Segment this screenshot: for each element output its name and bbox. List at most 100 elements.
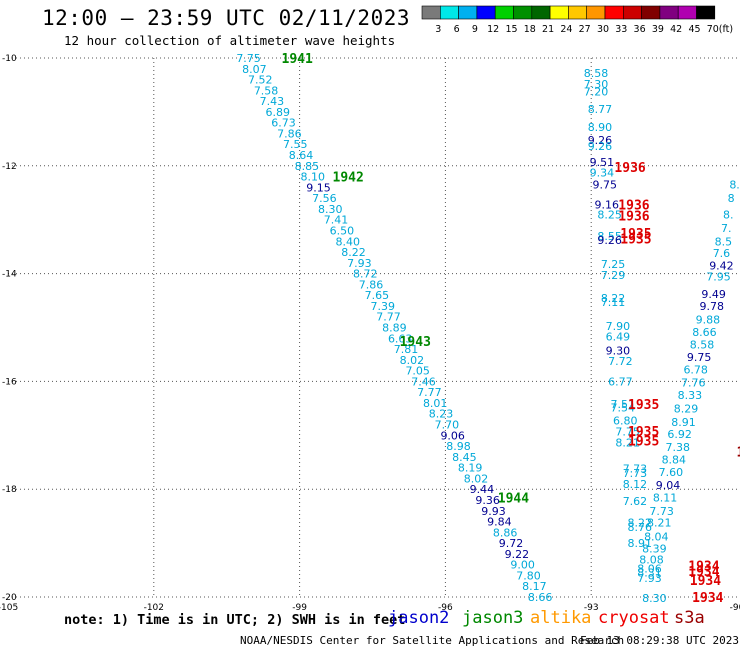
wave-height-label: 9.72 [499,537,524,550]
wave-height-label: 7.70 [435,419,460,432]
wave-height-label: 9.06 [440,429,465,442]
wave-height-label: 8.76 [628,521,653,534]
scale-label: 30 [597,24,609,35]
y-tick-label: -18 [2,485,17,495]
wave-height-label: 9.16 [595,199,620,212]
wave-height-label: 8.19 [458,462,483,475]
wave-height-label: 7.25 [601,258,626,271]
time-label: 1936 [614,161,645,176]
wave-height-label: 7.20 [584,85,609,98]
time-label: 1935 [620,233,651,248]
wave-height-label: 7.77 [376,311,401,324]
wave-height-label: 7.73 [623,467,648,480]
wave-height-label: 7.54 [611,401,636,414]
wave-height-label: 9.04 [656,479,681,492]
wave-height-label: 7.41 [324,214,349,227]
wave-height-label: 8.22 [628,517,653,530]
wave-height-label: 7.30 [584,78,609,91]
y-tick-label: -10 [2,54,17,64]
time-label: 1936 [618,199,649,214]
wave-height-label: 7.86 [359,278,384,291]
wave-height-label: 7. [721,222,732,235]
wave-height-label: 8.02 [400,354,425,367]
legend-cryosat: cryosat [598,608,670,628]
wave-height-label: 7.93 [637,572,662,585]
legend-s3a: s3a [674,608,705,628]
wave-height-label: 7.73 [649,505,674,518]
wave-height-label: 7.80 [516,569,541,582]
wave-height-label: 8.91 [671,416,696,429]
time-label: 1941 [282,52,313,67]
time-label: 1935 [628,435,659,450]
wave-height-label: 9.22 [505,548,530,561]
credit-line: NOAA/NESDIS Center for Satellite Applica… [240,634,625,647]
wave-height-label: 9.78 [699,300,724,313]
legend-jason2: jason2 [388,608,450,628]
scale-label: 27 [579,24,591,35]
wave-height-label: 8.04 [644,531,669,544]
wave-height-label: 7.93 [347,257,372,270]
wave-height-label: 9.30 [606,345,631,358]
wave-height-label: 7.76 [681,376,706,389]
wave-height-map: -10 -12 -14 -16 -18 -20-105 -102 -99 -96 -93 -90 7.… [0,52,740,610]
wave-height-label: 7.05 [405,365,430,378]
time-label: 1942 [333,171,364,186]
wave-height-label: 9.42 [709,260,734,273]
wave-height-label: 8.29 [674,402,699,415]
wave-height-label: 9.26 [597,234,622,247]
wave-height-label: 8.02 [464,472,489,485]
wave-height-label: 8.66 [528,591,553,604]
legend-jason3: jason3 [462,608,524,628]
time-label: 15 [736,445,740,460]
wave-height-label: 9.84 [487,516,512,529]
wave-height-label: 7.62 [623,495,648,508]
wave-height-label: 9.49 [701,288,726,301]
scale-label: 36 [634,24,646,35]
wave-height-label: 7.60 [659,466,684,479]
wave-height-label: 9.34 [590,166,615,179]
wave-height-label: 7.11 [601,296,626,309]
color-scale: 3 6 9 12 15 18 21 24 27 30 33 36 39 42 45 70 (ft) [421,5,733,35]
wave-height-label: 7.72 [608,355,633,368]
scale-label: 15 [505,24,517,35]
y-tick-label: -20 [2,593,17,603]
x-tick-label: -105 [0,603,18,610]
wave-height-label: 6.77 [608,375,633,388]
wave-height-label: 8.77 [588,103,613,116]
y-tick-label: -12 [2,162,17,172]
time-label: 1934 [688,560,719,575]
scale-label: 3 [435,24,441,35]
scale-label: 33 [615,24,627,35]
wave-height-label: 7.46 [411,375,436,388]
wave-height-label: 6.49 [606,331,631,344]
wave-height-label: 8.89 [382,322,407,335]
scale-unit: (ft) [719,24,733,35]
time-label: 1934 [690,574,721,589]
x-tick-label: -102 [144,603,164,610]
scale-label: 24 [560,24,572,35]
wave-height-label: 7.86 [277,127,302,140]
wave-height-label: 6.63 [388,332,413,345]
wave-height-label: 8.21 [615,436,640,449]
wave-height-label: 8.22 [601,292,626,305]
wave-height-label: 8.64 [289,149,314,162]
wave-height-label: 6.50 [330,224,355,237]
scale-label: 70 [707,24,719,35]
wave-height-label: 7.51 [611,398,636,411]
wave-height-label: 9.88 [696,313,721,326]
wave-height-label: 8.31 [637,567,662,580]
wave-height-label: 8.39 [642,542,667,555]
wave-height-label: 6.80 [613,415,638,428]
scale-label: 21 [542,24,554,35]
time-label: 1935 [628,425,659,440]
wave-height-label: 8 [728,192,735,205]
wave-height-label: 9.26 [588,140,613,153]
time-label: 1935 [620,227,651,242]
wave-height-label: 6.92 [667,428,692,441]
wave-height-label: 9.44 [470,483,495,496]
legend-altika: altika [530,608,592,628]
wave-height-label: 8.5 [715,235,733,248]
wave-height-label: 8.01 [423,397,448,410]
wave-height-label: 9.36 [475,494,500,507]
wave-height-label: 9.51 [590,156,615,169]
